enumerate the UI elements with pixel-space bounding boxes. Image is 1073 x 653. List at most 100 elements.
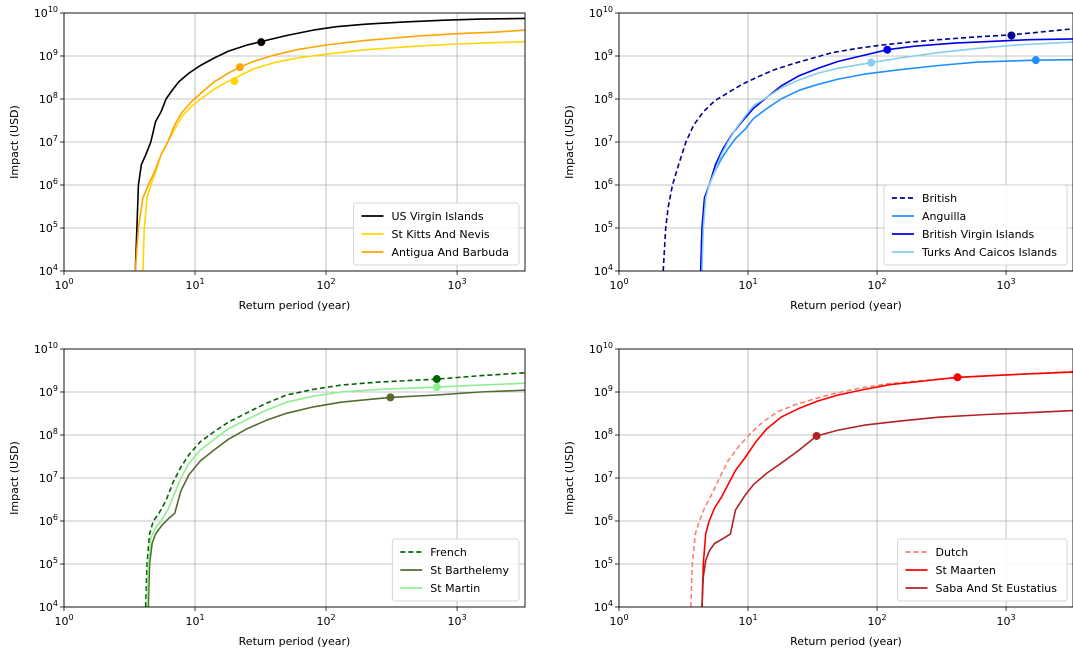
x-tick-label: 100	[609, 277, 628, 292]
x-tick-label: 101	[738, 277, 757, 292]
series-line	[142, 40, 525, 271]
series-line	[701, 41, 1073, 271]
series-line	[147, 389, 525, 607]
x-tick-label: 103	[997, 277, 1016, 292]
series-group	[690, 370, 1073, 607]
legend-entry-label: French	[430, 546, 467, 559]
legend-entry-label: Saba And St Eustatius	[936, 582, 1058, 595]
x-axis-label: Return period (year)	[239, 299, 351, 312]
legend-entry-label: Anguilla	[922, 210, 966, 223]
series-marker	[432, 375, 441, 384]
series-marker	[1007, 31, 1016, 40]
series-marker	[386, 393, 395, 402]
series-marker	[883, 45, 892, 54]
x-tick-label: 101	[185, 613, 204, 628]
x-tick-label: 100	[54, 613, 73, 628]
y-tick-label: 109	[39, 48, 58, 63]
y-tick-label: 1010	[589, 341, 613, 356]
legend-entry-label: St Martin	[430, 582, 480, 595]
x-axis-label: Return period (year)	[239, 635, 351, 648]
series-group	[134, 17, 525, 271]
y-tick-label: 109	[594, 384, 613, 399]
y-axis-label: Impact (USD)	[8, 441, 21, 515]
y-tick-label: 109	[594, 48, 613, 63]
y-tick-label: 105	[594, 220, 613, 235]
chart-panel-2: 100 101 102 103 104 105 106 107 108 109 1010 Return…	[563, 5, 1073, 312]
y-axis-label: Impact (USD)	[563, 105, 576, 179]
series-marker	[812, 431, 821, 440]
y-tick-label: 105	[39, 556, 58, 571]
y-tick-label: 107	[594, 470, 613, 485]
y-tick-label: 108	[594, 91, 613, 106]
legend-entry-label: St Kitts And Nevis	[391, 228, 489, 241]
chart-panel-4: 100 101 102 103 104 105 106 107 108 109 1010 Return…	[563, 341, 1073, 648]
chart-panel-1: 100 101 102 103 104 105 106 107 108 109 1010 Return…	[8, 5, 526, 312]
series-marker	[1031, 56, 1040, 65]
legend-entry-label: Antigua And Barbuda	[391, 246, 509, 259]
y-tick-label: 1010	[589, 5, 613, 20]
legend-box	[897, 538, 1068, 602]
x-tick-label: 103	[997, 613, 1016, 628]
series-line	[146, 382, 525, 607]
y-tick-label: 104	[594, 599, 613, 614]
series-line	[662, 28, 1073, 271]
legend-entry-label: Dutch	[936, 546, 969, 559]
legend: US Virgin Islands St Kitts And Nevis Antig…	[353, 202, 520, 266]
y-tick-label: 108	[39, 427, 58, 442]
y-tick-label: 107	[39, 134, 58, 149]
legend-entry-label: St Maarten	[936, 564, 996, 577]
legend-entry-label: British	[922, 192, 957, 205]
legend-box	[353, 202, 520, 266]
legend-box	[883, 184, 1068, 266]
chart-panel-3: 100 101 102 103 104 105 106 107 108 109 1010 Return…	[8, 341, 526, 648]
y-tick-label: 108	[594, 427, 613, 442]
x-tick-label: 103	[448, 613, 467, 628]
legend-entry-label: US Virgin Islands	[391, 210, 483, 223]
legend-box	[391, 538, 520, 602]
series-marker	[257, 38, 266, 47]
legend: Dutch St Maarten Saba And St Eustatius	[897, 538, 1068, 602]
legend: British Anguilla British Virgin Islands Tur…	[883, 184, 1068, 266]
y-tick-label: 1010	[34, 341, 58, 356]
x-tick-label: 102	[316, 613, 335, 628]
x-tick-label: 101	[185, 277, 204, 292]
x-tick-label: 102	[868, 613, 887, 628]
y-tick-label: 104	[39, 599, 58, 614]
x-tick-label: 101	[738, 613, 757, 628]
legend-entry-label: British Virgin Islands	[922, 228, 1035, 241]
y-axis-label: Impact (USD)	[563, 441, 576, 515]
series-marker	[867, 58, 876, 67]
legend: French St Barthelemy St Martin	[391, 538, 520, 602]
series-line	[701, 371, 1073, 607]
series-marker	[235, 63, 244, 72]
y-tick-label: 1010	[34, 5, 58, 20]
series-marker	[432, 383, 441, 392]
legend-entry-label: Turks And Caicos Islands	[921, 246, 1057, 259]
x-axis-label: Return period (year)	[790, 635, 902, 648]
y-axis-label: Impact (USD)	[8, 105, 21, 179]
y-tick-label: 106	[39, 513, 58, 528]
series-line	[701, 409, 1073, 607]
x-tick-label: 102	[316, 277, 335, 292]
x-tick-label: 103	[448, 277, 467, 292]
y-tick-label: 108	[39, 91, 58, 106]
x-axis-label: Return period (year)	[790, 299, 902, 312]
x-tick-label: 102	[868, 277, 887, 292]
y-tick-label: 109	[39, 384, 58, 399]
y-tick-label: 105	[39, 220, 58, 235]
x-tick-label: 100	[609, 613, 628, 628]
series-line	[134, 17, 525, 271]
series-marker	[230, 77, 239, 86]
y-tick-label: 106	[594, 513, 613, 528]
series-group	[662, 28, 1073, 271]
series-group	[144, 372, 525, 607]
y-tick-label: 104	[594, 263, 613, 278]
legend-entry-label: St Barthelemy	[430, 564, 509, 577]
series-line	[134, 29, 525, 271]
y-tick-label: 106	[39, 177, 58, 192]
y-tick-label: 104	[39, 263, 58, 278]
x-tick-label: 100	[54, 277, 73, 292]
series-line	[144, 372, 525, 607]
y-tick-label: 106	[594, 177, 613, 192]
